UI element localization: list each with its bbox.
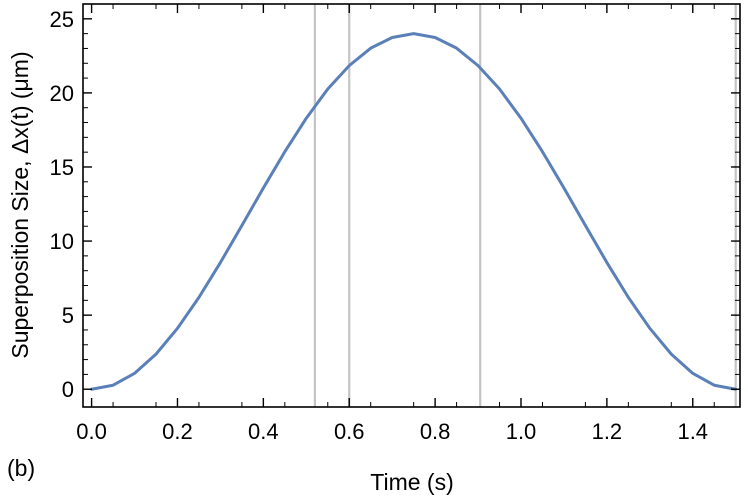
x-tick-label: 1.2 <box>592 419 623 444</box>
y-tick-label: 25 <box>50 7 74 32</box>
y-tick-label: 0 <box>62 377 74 402</box>
y-axis-ticks: 0 5 10 15 20 25 <box>50 7 740 402</box>
series-layer <box>90 32 738 391</box>
y-tick-label: 20 <box>50 81 74 106</box>
x-tick-label: 1.4 <box>677 419 708 444</box>
y-axis-label: Superposition Size, Δx(t) (μm) <box>7 51 33 358</box>
x-tick-label: 0.4 <box>248 419 279 444</box>
plot-frame <box>82 3 741 408</box>
x-axis-label: Time (s) <box>370 469 453 495</box>
vertical-lines-layer <box>313 4 737 407</box>
x-axis-ticks: 0.0 0.2 0.4 0.6 0.8 1.0 1.2 1.4 <box>76 4 715 444</box>
x-tick-label: 0.0 <box>76 419 107 444</box>
series-line-0 <box>90 32 738 391</box>
panel-label: (b) <box>7 455 35 481</box>
y-tick-label: 10 <box>50 229 74 254</box>
y-tick-label: 15 <box>50 155 74 180</box>
x-tick-label: 0.6 <box>334 419 365 444</box>
x-tick-label: 0.2 <box>162 419 193 444</box>
x-tick-label: 1.0 <box>506 419 537 444</box>
y-tick-label: 5 <box>62 303 74 328</box>
x-tick-label: 0.8 <box>420 419 451 444</box>
